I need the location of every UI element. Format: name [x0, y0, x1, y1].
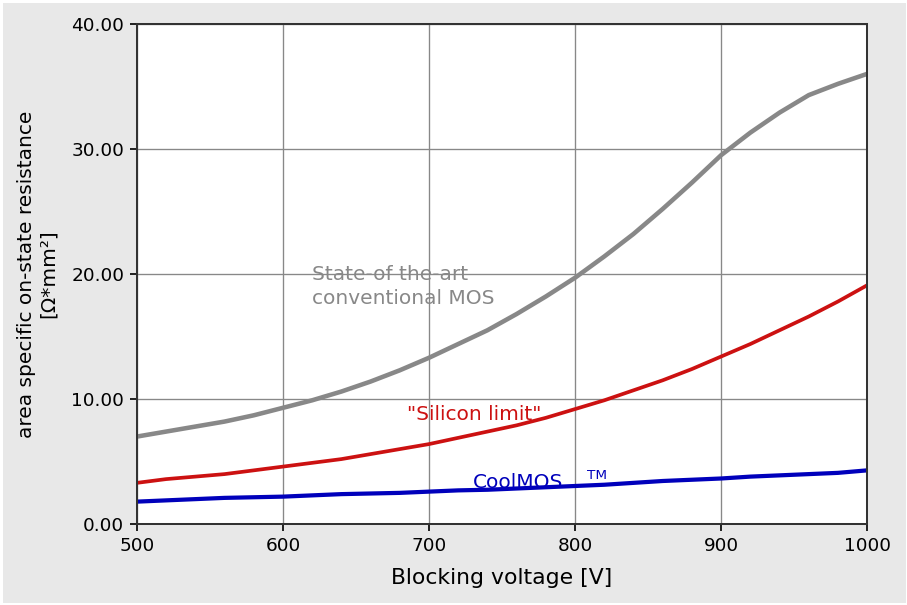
Text: CoolMOS: CoolMOS	[473, 473, 563, 492]
Text: State-of the-art
conventional MOS: State-of the-art conventional MOS	[312, 265, 494, 308]
Text: TM: TM	[587, 469, 607, 482]
Text: "Silicon limit": "Silicon limit"	[407, 405, 541, 423]
X-axis label: Blocking voltage [V]: Blocking voltage [V]	[391, 568, 612, 588]
Y-axis label: area specific on-state resistance
[Ω*mm²]: area specific on-state resistance [Ω*mm²…	[17, 110, 58, 437]
